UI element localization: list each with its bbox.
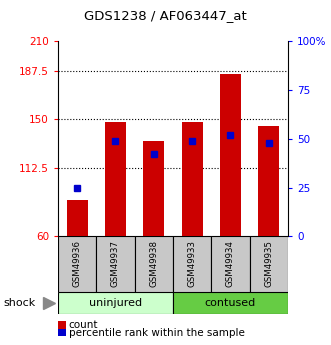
Text: count: count bbox=[69, 320, 98, 330]
Bar bbox=[67, 200, 88, 236]
Text: GSM49938: GSM49938 bbox=[149, 240, 158, 287]
Bar bbox=[105, 122, 126, 236]
Text: GSM49934: GSM49934 bbox=[226, 240, 235, 287]
Text: shock: shock bbox=[3, 298, 35, 308]
Bar bbox=[143, 141, 164, 236]
Bar bbox=[258, 126, 279, 236]
Bar bbox=[182, 122, 203, 236]
Text: GSM49933: GSM49933 bbox=[188, 240, 197, 287]
Text: percentile rank within the sample: percentile rank within the sample bbox=[69, 328, 244, 337]
Text: contused: contused bbox=[205, 298, 256, 308]
Bar bbox=[220, 74, 241, 236]
Bar bbox=[173, 236, 211, 292]
Bar bbox=[250, 236, 288, 292]
Bar bbox=[58, 236, 96, 292]
Bar bbox=[173, 292, 288, 314]
Bar bbox=[211, 236, 250, 292]
Bar bbox=[135, 236, 173, 292]
Text: uninjured: uninjured bbox=[89, 298, 142, 308]
Text: GDS1238 / AF063447_at: GDS1238 / AF063447_at bbox=[84, 9, 247, 22]
Bar bbox=[58, 292, 173, 314]
Text: GSM49937: GSM49937 bbox=[111, 240, 120, 287]
Text: GSM49935: GSM49935 bbox=[264, 240, 273, 287]
Text: GSM49936: GSM49936 bbox=[72, 240, 82, 287]
Bar bbox=[96, 236, 135, 292]
